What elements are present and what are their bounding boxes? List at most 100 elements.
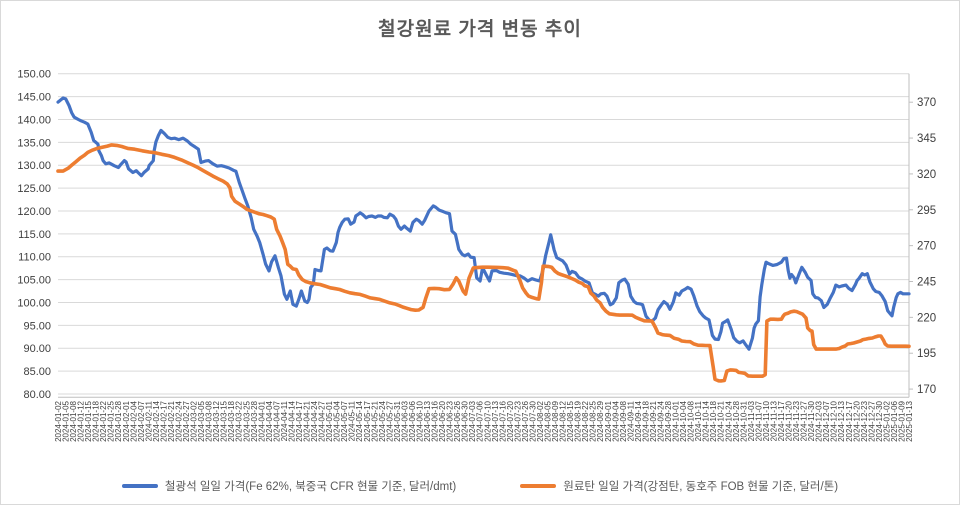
left-axis-tick-label: 145.00 [17, 92, 51, 104]
x-axis-date-label: 2024-01-05 [62, 400, 71, 441]
x-axis-date-label: 2024-06-13 [423, 400, 432, 441]
coking-coal-price-line [56, 143, 911, 383]
x-axis-date-label: 2024-10-21 [717, 400, 726, 441]
right-axis-tick-label: 320 [917, 169, 936, 181]
x-axis-date-label: 2024-07-26 [521, 400, 530, 441]
x-axis-date-label: 2024-06-10 [415, 400, 424, 441]
x-axis-date-label: 2024-10-11 [694, 400, 703, 441]
x-axis-date-label: 2024-06-06 [408, 400, 417, 441]
x-axis-date-label: 2024-11-27 [800, 400, 809, 441]
x-axis-date-label: 2024-01-18 [92, 400, 101, 441]
x-axis-date-label: 2025-01-09 [897, 400, 906, 441]
x-axis-date-label: 2024-03-18 [227, 400, 236, 441]
legend-item-iron-ore: 철광석 일일 가격(Fe 62%, 북중국 CFR 현물 기준, 달러/dmt) [121, 478, 456, 494]
iron-ore-price-line [56, 96, 911, 351]
x-axis-date-label: 2024-01-02 [54, 400, 63, 441]
x-axis-date-label: 2024-06-20 [438, 400, 447, 441]
iron-ore-line-swatch [121, 484, 158, 488]
x-axis-date-label: 2024-11-17 [777, 400, 786, 441]
x-axis-date-label: 2024-05-11 [348, 400, 357, 441]
left-axis-tick-label: 105.00 [17, 275, 51, 287]
x-axis-date-label: 2024-04-17 [295, 400, 304, 441]
x-axis-date-label: 2024-02-14 [152, 400, 161, 441]
x-axis-date-label: 2024-02-21 [167, 400, 176, 441]
x-axis-date-label: 2024-09-08 [619, 400, 628, 441]
x-axis-date-label: 2024-04-01 [257, 400, 266, 441]
x-axis-date-label: 2024-04-11 [280, 400, 289, 441]
x-axis-date-label: 2024-09-24 [656, 400, 665, 441]
x-axis-date-label: 2024-10-18 [709, 400, 718, 441]
x-axis-date-label: 2024-09-28 [664, 400, 673, 441]
x-axis-date-label: 2024-05-04 [333, 400, 342, 441]
right-axis-tick-label: 270 [917, 241, 936, 253]
x-axis-date-label: 2024-01-28 [114, 400, 123, 441]
x-axis-date-label: 2024-04-27 [318, 400, 327, 441]
x-axis-date-label: 2024-12-13 [837, 400, 846, 441]
x-axis-date-label: 2024-07-20 [506, 400, 515, 441]
x-axis-date-label: 2024-05-17 [363, 400, 372, 441]
x-axis-date-label: 2024-10-04 [679, 400, 688, 441]
left-axis-tick-label: 95.00 [23, 320, 51, 332]
x-axis-date-label: 2024-03-12 [212, 400, 221, 441]
legend-item-coking-coal: 원료탄 일일 가격(강점탄, 동호주 FOB 현물 기준, 달러/톤) [520, 478, 838, 494]
x-axis-date-label: 2024-04-04 [265, 400, 274, 441]
x-axis-date-label: 2024-02-04 [129, 400, 138, 441]
x-axis-date-label: 2024-04-24 [310, 400, 319, 441]
x-axis-date-label: 2024-12-07 [822, 400, 831, 441]
x-axis-date-label: 2024-10-08 [687, 400, 696, 441]
x-axis-date-label: 2024-06-16 [431, 400, 440, 441]
left-axis-tick-label: 110.00 [18, 252, 51, 264]
x-axis-date-label: 2024-03-25 [242, 400, 251, 441]
x-axis-date-label: 2024-06-26 [453, 400, 462, 441]
x-axis-date-label: 2024-08-12 [559, 400, 568, 441]
x-axis-date-label: 2024-12-17 [845, 400, 854, 441]
left-axis-tick-label: 140.00 [17, 114, 51, 126]
x-axis-date-label: 2024-12-27 [867, 400, 876, 441]
right-axis-tick-label: 195 [917, 348, 936, 360]
coking-coal-line-swatch [520, 484, 557, 488]
x-axis-date-label: 2024-12-10 [830, 400, 839, 441]
x-axis-date-label: 2024-08-09 [551, 400, 560, 441]
x-axis-date-label: 2024-12-03 [815, 400, 824, 441]
right-axis-tick-label: 170 [917, 384, 936, 396]
right-axis-tick-label: 370 [917, 97, 936, 109]
left-axis-tick-label: 90.00 [23, 343, 51, 355]
x-axis-date-label: 2024-11-30 [807, 400, 816, 441]
x-axis-date-label: 2024-11-20 [785, 400, 794, 441]
x-axis-date-label: 2024-10-01 [672, 400, 681, 441]
x-axis-date-label: 2024-08-25 [589, 400, 598, 441]
x-axis-date-label: 2024-03-08 [205, 400, 214, 441]
x-axis-date-label: 2024-10-14 [702, 400, 711, 441]
x-axis-date-label: 2024-07-23 [513, 400, 522, 441]
x-axis-date-label: 2024-04-07 [272, 400, 281, 441]
x-axis-date-label: 2024-07-16 [498, 400, 507, 441]
x-axis-date-label: 2024-03-02 [190, 400, 199, 441]
left-axis-tick-label: 85.00 [23, 366, 51, 378]
x-axis-date-label: 2024-09-18 [641, 400, 650, 441]
left-axis-tick-label: 115.00 [18, 229, 51, 241]
x-axis-date-label: 2024-07-03 [468, 400, 477, 441]
x-axis-date-label: 2024-02-27 [182, 400, 191, 441]
chart-title: 철강원료 가격 변동 추이 [378, 19, 582, 40]
x-axis-date-label: 2024-08-15 [566, 400, 575, 441]
x-axis-date-label: 2024-10-31 [739, 400, 748, 441]
x-axis-date-label: 2024-10-28 [732, 400, 741, 441]
x-axis-date-label: 2024-09-01 [604, 400, 613, 441]
x-axis-date-label: 2024-01-15 [84, 400, 93, 441]
x-axis-date-label: 2024-08-02 [536, 400, 545, 441]
x-axis-date-label: 2024-03-15 [220, 400, 229, 441]
left-axis-tick-label: 135.00 [17, 137, 51, 149]
x-axis-date-label: 2024-01-25 [107, 400, 116, 441]
x-axis-date-label: 2024-02-11 [144, 400, 153, 441]
x-axis-date-label: 2024-01-12 [77, 400, 86, 441]
x-axis-date-label: 2024-05-21 [370, 400, 379, 441]
x-axis-date-label: 2024-01-22 [99, 400, 108, 441]
x-axis-date-label: 2024-09-14 [634, 400, 643, 441]
x-axis-date-label: 2024-09-04 [611, 400, 620, 441]
left-axis-tick-label: 100.00 [17, 297, 51, 309]
right-axis-tick-label: 295 [917, 205, 936, 217]
x-axis-date-label: 2024-03-05 [197, 400, 206, 441]
x-axis-date-label: 2024-05-24 [378, 400, 387, 441]
